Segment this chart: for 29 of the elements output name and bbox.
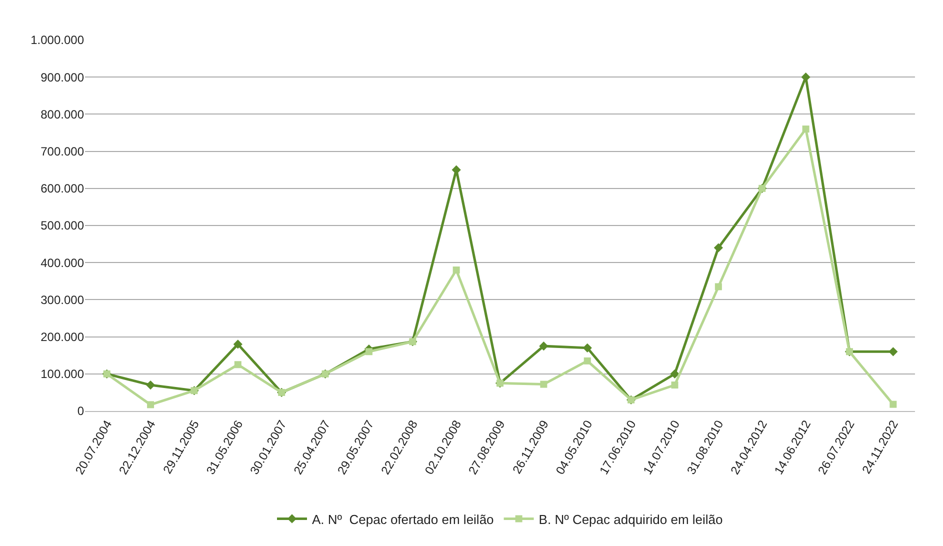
y-tick-label: 0 [77, 404, 84, 418]
point [146, 380, 156, 390]
point [890, 400, 897, 408]
point [540, 380, 548, 388]
y-tick-label: 500.000 [40, 218, 84, 233]
y-tick-label: 400.000 [40, 256, 84, 270]
y-tick-label: 700.000 [40, 144, 84, 158]
y-tick-label: 1.000.000 [30, 33, 84, 48]
point [233, 340, 242, 349]
y-tick-label: 300.000 [40, 292, 84, 307]
point [714, 243, 723, 252]
point [888, 347, 898, 356]
legend-label: B. Nº Cepac adquirido em leilão [538, 512, 723, 527]
point [714, 283, 722, 290]
y-tick-label: 100.000 [40, 367, 84, 382]
point [670, 369, 680, 378]
point [452, 266, 460, 274]
y-tick-label: 600.000 [40, 182, 84, 196]
legend-label: A. Nº Cepac ofertado em leilão [312, 512, 494, 527]
y-tick-label: 200.000 [40, 330, 84, 344]
point [584, 357, 591, 364]
point [539, 342, 548, 351]
point [671, 382, 678, 389]
point [802, 126, 810, 133]
point [365, 348, 372, 356]
point [147, 401, 154, 408]
point [234, 361, 242, 368]
y-tick-label: 800.000 [40, 107, 84, 122]
y-tick-label: 900.000 [40, 70, 84, 84]
